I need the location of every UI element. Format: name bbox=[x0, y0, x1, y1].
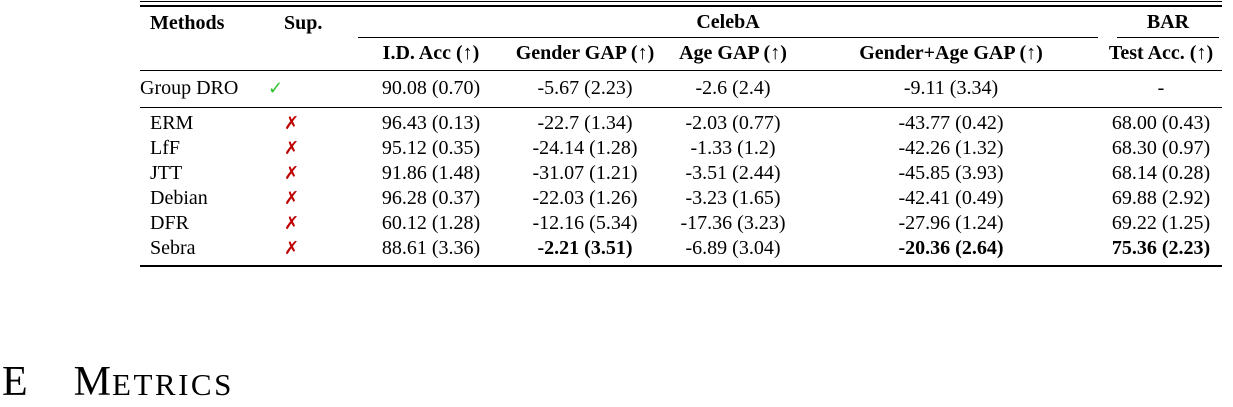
cross-icon: ✗ bbox=[284, 113, 300, 134]
age-gap-value: -17.36 (3.23) bbox=[680, 212, 786, 234]
cross-icon: ✗ bbox=[284, 238, 300, 259]
gender-age-gap-value: -20.36 (2.64) bbox=[898, 237, 1004, 259]
id-acc-value: 90.08 (0.70) bbox=[381, 77, 481, 99]
method-name: Group DRO bbox=[140, 77, 239, 99]
col-header-methods: Methods bbox=[150, 12, 225, 34]
test-acc-value: 69.22 (1.25) bbox=[1111, 212, 1211, 234]
table-row: Debian ✗ 96.28 (0.37) -22.03 (1.26) -3.2… bbox=[140, 186, 1222, 211]
gender-age-gap-value: -42.41 (0.49) bbox=[898, 187, 1004, 209]
test-acc-value: - bbox=[1157, 77, 1165, 99]
table-row: Group DRO ✓ 90.08 (0.70) -5.67 (2.23) -2… bbox=[140, 71, 1222, 108]
group-header-celeba: CelebA bbox=[356, 6, 1100, 38]
age-gap-value: -3.23 (1.65) bbox=[685, 187, 781, 209]
table-row: JTT ✗ 91.86 (1.48) -31.07 (1.21) -3.51 (… bbox=[140, 161, 1222, 186]
test-acc-value: 68.30 (0.97) bbox=[1111, 137, 1211, 159]
check-icon: ✓ bbox=[268, 78, 284, 99]
col-header-id-acc: I.D. Acc (↑) bbox=[382, 42, 480, 64]
id-acc-value: 96.43 (0.13) bbox=[381, 112, 481, 134]
group-label-bar: BAR bbox=[1117, 7, 1220, 38]
method-name: LfF bbox=[150, 137, 180, 159]
gender-age-gap-value: -42.26 (1.32) bbox=[898, 137, 1004, 159]
section-heading: E METRICS bbox=[2, 361, 234, 403]
id-acc-value: 60.12 (1.28) bbox=[381, 212, 481, 234]
age-gap-value: -2.6 (2.4) bbox=[695, 77, 771, 99]
id-acc-value: 88.61 (3.36) bbox=[381, 237, 481, 259]
gender-gap-value: -5.67 (2.23) bbox=[537, 77, 633, 99]
test-acc-value: 68.00 (0.43) bbox=[1111, 112, 1211, 134]
gender-age-gap-value: -27.96 (1.24) bbox=[898, 212, 1004, 234]
method-name: DFR bbox=[150, 212, 189, 234]
section-title-initial: M bbox=[73, 359, 113, 405]
gender-gap-value: -22.03 (1.26) bbox=[532, 187, 638, 209]
age-gap-value: -1.33 (1.2) bbox=[690, 137, 776, 159]
col-header-age-gap: Age GAP (↑) bbox=[679, 42, 787, 64]
table-row: ERM ✗ 96.43 (0.13) -22.7 (1.34) -2.03 (0… bbox=[140, 108, 1222, 137]
gender-gap-value: -12.16 (5.34) bbox=[532, 212, 638, 234]
gender-age-gap-value: -9.11 (3.34) bbox=[903, 77, 999, 99]
cross-icon: ✗ bbox=[284, 138, 300, 159]
cross-icon: ✗ bbox=[284, 213, 300, 234]
test-acc-value: 68.14 (0.28) bbox=[1111, 162, 1211, 184]
method-name: Sebra bbox=[150, 237, 196, 259]
cross-icon: ✗ bbox=[284, 163, 300, 184]
section-title: METRICS bbox=[74, 361, 234, 403]
test-acc-value: 75.36 (2.23) bbox=[1111, 237, 1211, 259]
col-header-test-acc: Test Acc. (↑) bbox=[1108, 42, 1214, 64]
gender-gap-value: -24.14 (1.28) bbox=[532, 137, 638, 159]
id-acc-value: 96.28 (0.37) bbox=[381, 187, 481, 209]
col-header-gender-age-gap: Gender+Age GAP (↑) bbox=[859, 42, 1043, 64]
gender-gap-value: -22.7 (1.34) bbox=[537, 112, 633, 134]
test-acc-value: 69.88 (2.92) bbox=[1111, 187, 1211, 209]
cross-icon: ✗ bbox=[284, 188, 300, 209]
col-header-sup: Sup. bbox=[284, 12, 323, 34]
group-header-bar: BAR bbox=[1100, 6, 1222, 38]
method-name: JTT bbox=[150, 162, 183, 184]
table-header: Methods Sup. CelebA BAR I.D. Acc (↑) Gen… bbox=[140, 6, 1223, 71]
age-gap-value: -2.03 (0.77) bbox=[685, 112, 781, 134]
section-number: E bbox=[2, 359, 29, 405]
gender-gap-value: -2.21 (3.51) bbox=[537, 237, 633, 259]
results-table: Methods Sup. CelebA BAR I.D. Acc (↑) Gen… bbox=[140, 1, 1223, 267]
table-row: LfF ✗ 95.12 (0.35) -24.14 (1.28) -1.33 (… bbox=[140, 136, 1222, 161]
method-name: Debian bbox=[150, 187, 208, 209]
table-row: DFR ✗ 60.12 (1.28) -12.16 (5.34) -17.36 … bbox=[140, 211, 1222, 236]
group-label-celeba: CelebA bbox=[358, 7, 1099, 38]
metrics-table: Methods Sup. CelebA BAR I.D. Acc (↑) Gen… bbox=[140, 5, 1223, 267]
section-title-rest: ETRICS bbox=[112, 367, 234, 402]
col-header-gender-gap: Gender GAP (↑) bbox=[515, 42, 655, 64]
gender-gap-value: -31.07 (1.21) bbox=[532, 162, 638, 184]
age-gap-value: -3.51 (2.44) bbox=[685, 162, 781, 184]
age-gap-value: -6.89 (3.04) bbox=[685, 237, 781, 259]
id-acc-value: 91.86 (1.48) bbox=[381, 162, 481, 184]
gender-age-gap-value: -45.85 (3.93) bbox=[898, 162, 1004, 184]
table-row: Sebra ✗ 88.61 (3.36) -2.21 (3.51) -6.89 … bbox=[140, 236, 1222, 266]
id-acc-value: 95.12 (0.35) bbox=[381, 137, 481, 159]
gender-age-gap-value: -43.77 (0.42) bbox=[898, 112, 1004, 134]
method-name: ERM bbox=[150, 112, 194, 134]
